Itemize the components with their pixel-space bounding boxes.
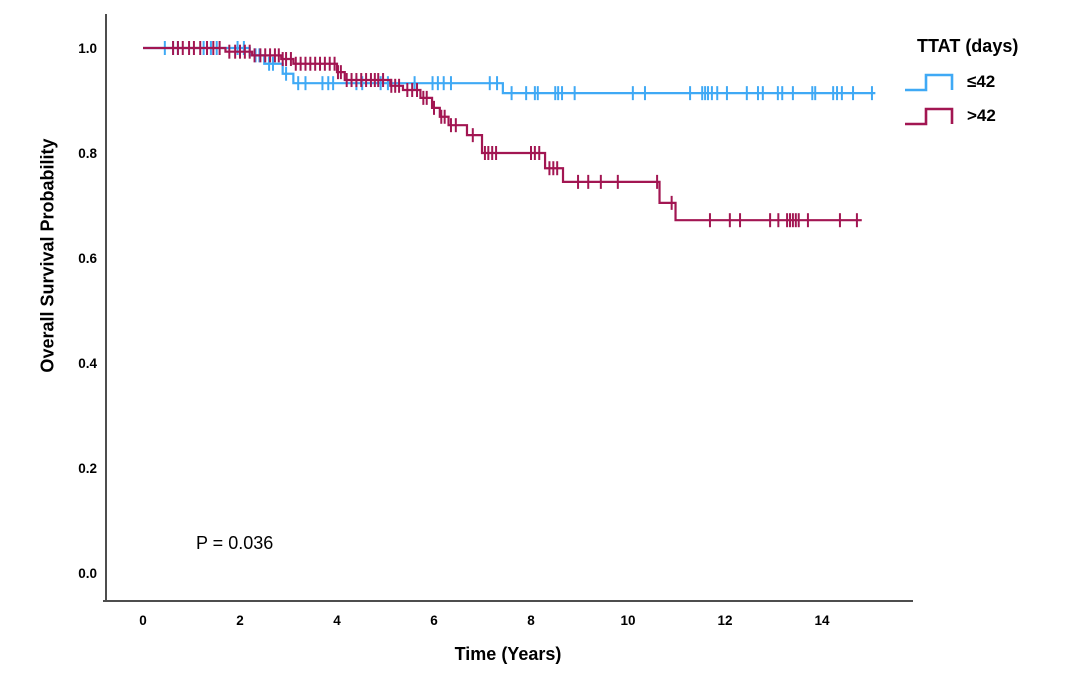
y-tick-label: 0.6 — [78, 251, 97, 266]
axes — [103, 14, 913, 602]
legend-title: TTAT (days) — [917, 36, 1019, 56]
y-tick-label: 0.0 — [78, 566, 97, 581]
y-tick-label: 0.4 — [78, 356, 97, 371]
y-axis-title: Overall Survival Probability — [37, 138, 58, 373]
step-line-icon — [905, 73, 954, 92]
km-curve — [143, 46, 862, 222]
x-tick-label: 0 — [139, 613, 147, 628]
legend-label-le42: ≤42 — [967, 72, 996, 91]
tick-labels: 1.0 0.8 0.6 0.4 0.2 0.0 0 2 4 6 8 10 12 14 — [78, 41, 830, 628]
legend: TTAT (days) ≤42 >42 — [903, 36, 1079, 133]
step-line-icon — [905, 107, 954, 126]
x-tick-label: 10 — [620, 613, 635, 628]
x-tick-label: 2 — [236, 613, 244, 628]
x-tick-label: 14 — [814, 613, 830, 628]
x-tick-label: 4 — [333, 613, 341, 628]
y-tick-label: 0.2 — [78, 461, 97, 476]
p-value-annotation: P = 0.036 — [196, 533, 274, 553]
legend-label-gt42: >42 — [967, 106, 996, 125]
y-tick-label: 0.8 — [78, 146, 97, 161]
x-axis-title: Time (Years) — [454, 644, 562, 664]
censor-marks — [172, 41, 858, 228]
x-tick-label: 12 — [717, 613, 732, 628]
y-tick-label: 1.0 — [78, 41, 97, 56]
legend-entry-le42: ≤42 — [903, 65, 1079, 99]
legend-entry-gt42: >42 — [903, 99, 1079, 133]
km-series->42 — [143, 41, 862, 228]
x-tick-label: 6 — [430, 613, 438, 628]
km-series-≤42 — [143, 41, 876, 101]
x-tick-label: 8 — [527, 613, 535, 628]
